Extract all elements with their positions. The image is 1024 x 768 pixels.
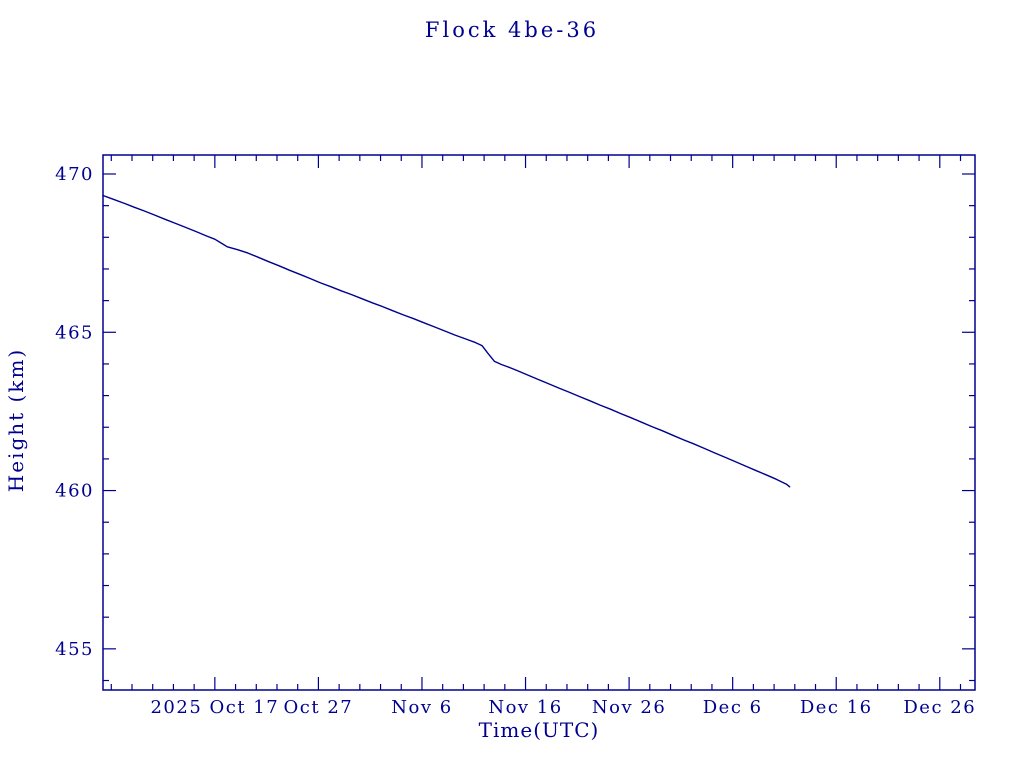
y-tick-label: 455 <box>55 639 94 660</box>
x-tick-label: Nov 6 <box>391 697 452 718</box>
y-tick-label: 470 <box>55 164 94 185</box>
chart-title: Flock 4be-36 <box>424 18 600 42</box>
x-axis-label: Time(UTC) <box>478 718 600 742</box>
height-line <box>102 194 791 488</box>
x-tick-label: Nov 26 <box>592 697 666 718</box>
y-tick-label: 460 <box>55 481 94 502</box>
x-tick-label: Dec 16 <box>800 697 873 718</box>
y-tick-label: 465 <box>55 322 94 343</box>
x-tick-label: Nov 16 <box>488 697 562 718</box>
x-tick-label: Dec 26 <box>903 697 976 718</box>
plot-frame <box>102 154 976 691</box>
x-tick-label: 2025 Oct 17 <box>150 697 279 718</box>
x-tick-label: Oct 27 <box>284 697 354 718</box>
x-tick-label: Dec 6 <box>703 697 763 718</box>
